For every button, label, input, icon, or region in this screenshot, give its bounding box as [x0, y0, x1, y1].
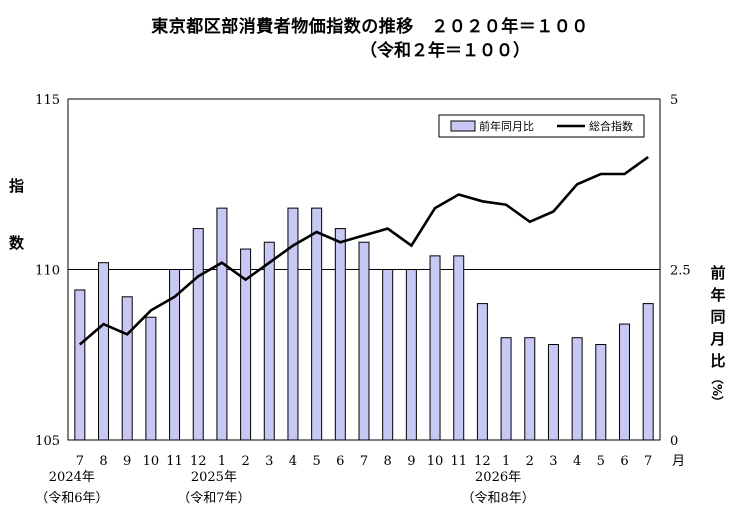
y-left-tick-label: 105 [35, 434, 60, 449]
x-tick-label: 7 [644, 454, 652, 469]
bar [334, 228, 346, 441]
year-era-label: （令和6年） [35, 491, 108, 506]
x-tick-label: 5 [312, 454, 320, 469]
y-axis-right-label-4: 月 [710, 330, 726, 348]
x-tick-label: 1 [502, 454, 510, 469]
bar [240, 248, 252, 441]
bar [98, 262, 110, 441]
legend-label-bar: 前年同月比 [479, 119, 534, 133]
year-label: 2024年 [49, 470, 95, 485]
x-tick-label: 11 [166, 454, 183, 469]
legend-box [438, 114, 645, 138]
year-label: 2025年 [191, 470, 237, 485]
bar [453, 255, 465, 441]
bar [642, 303, 654, 441]
x-tick-label: 3 [549, 454, 557, 469]
x-tick-label: 10 [143, 454, 160, 469]
x-tick-label: 5 [597, 454, 605, 469]
x-tick-label: 3 [265, 454, 273, 469]
bar [358, 241, 370, 441]
bar [595, 344, 607, 441]
x-tick-label: 9 [407, 454, 415, 469]
bar [145, 316, 157, 441]
y-axis-right-label-1: 前 [710, 264, 726, 282]
x-tick-label: 12 [474, 454, 491, 469]
bar [571, 337, 583, 441]
y-right-tick-label: 2.5 [670, 264, 691, 279]
x-tick-label: 11 [450, 454, 467, 469]
bar [405, 269, 417, 441]
y-axis-right-label-5: 比 [710, 352, 726, 370]
bar [618, 323, 630, 441]
year-label: 2026年 [475, 470, 521, 485]
x-tick-label: 7 [360, 454, 368, 469]
bar [500, 337, 512, 441]
bar [476, 303, 488, 441]
year-era-label: （令和8年） [461, 491, 534, 506]
bar [524, 337, 536, 441]
bar [169, 269, 181, 441]
y-axis-right-label-unit: （%） [710, 372, 724, 409]
chart-title: 東京都区部消費者物価指数の推移 ２０２０年＝１００ [151, 17, 589, 37]
y-right-tick-label: 0 [670, 434, 678, 449]
bar [547, 344, 559, 441]
x-tick-label: 10 [427, 454, 444, 469]
x-tick-label: 4 [573, 454, 581, 469]
bar [287, 207, 299, 441]
x-tick-label: 2 [241, 454, 249, 469]
x-tick-label: 9 [123, 454, 131, 469]
x-tick-label: 6 [620, 454, 628, 469]
y-left-tick-label: 110 [35, 264, 60, 279]
y-axis-right-label-2: 年 [710, 286, 726, 304]
legend-label-line: 総合指数 [589, 119, 633, 133]
x-tick-label: 7 [76, 454, 84, 469]
year-era-label: （令和7年） [177, 491, 250, 506]
bar [216, 207, 228, 441]
bar [311, 207, 323, 441]
bar [192, 228, 204, 441]
y-axis-left-label-2: 数 [9, 234, 25, 252]
x-tick-label: 8 [99, 454, 107, 469]
x-tick-label: 12 [190, 454, 207, 469]
bar [382, 269, 394, 441]
x-tick-label: 4 [289, 454, 297, 469]
chart-subtitle: （令和２年＝１００） [360, 41, 530, 61]
x-tick-label: 2 [526, 454, 534, 469]
bar [263, 241, 275, 441]
bar [121, 296, 133, 441]
x-axis-unit: 月 [672, 454, 685, 469]
y-left-tick-label: 115 [35, 93, 60, 108]
y-right-tick-label: 5 [670, 93, 678, 108]
x-tick-label: 6 [336, 454, 344, 469]
bar [429, 255, 441, 441]
x-tick-label: 8 [384, 454, 392, 469]
bar [74, 289, 86, 441]
x-tick-label: 1 [218, 454, 226, 469]
y-axis-left-label-1: 指 [9, 177, 25, 195]
y-axis-right-label-3: 同 [710, 308, 726, 326]
legend-swatch-bar [450, 120, 476, 132]
